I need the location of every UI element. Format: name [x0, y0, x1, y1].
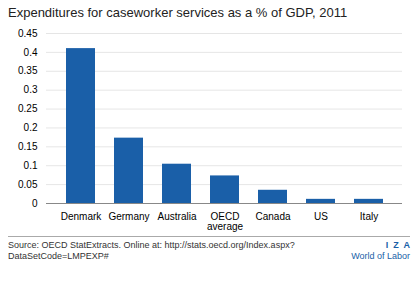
svg-text:0.35: 0.35 [18, 65, 38, 76]
svg-text:Denmark: Denmark [61, 211, 103, 222]
svg-text:0.2: 0.2 [24, 122, 38, 133]
html-text:World of Labor: World of Labor [351, 251, 410, 261]
svg-text:US: US [314, 211, 328, 222]
svg-text:Germany: Germany [108, 211, 149, 222]
html-text:I Z A: I Z A [385, 240, 410, 250]
svg-text:0: 0 [32, 198, 38, 209]
svg-text:0.15: 0.15 [18, 141, 38, 152]
svg-text:0.1: 0.1 [24, 160, 38, 171]
html-text:Source: OECD StatExtracts. Onl: Source: OECD StatExtracts. Online at: ht… [8, 240, 295, 261]
svg-text:0.25: 0.25 [18, 103, 38, 114]
svg-text:Australia: Australia [158, 211, 197, 222]
html-text:Expenditures for caseworker se: Expenditures for caseworker services as … [8, 5, 348, 20]
svg-text:0.4: 0.4 [24, 47, 38, 58]
svg-text:0.45: 0.45 [18, 28, 38, 39]
svg-text:0.05: 0.05 [18, 179, 38, 190]
svg-text:Italy: Italy [360, 211, 378, 222]
svg-text:0.3: 0.3 [24, 84, 38, 95]
svg-text:Canada: Canada [255, 211, 290, 222]
svg-text:OECDaverage: OECDaverage [207, 211, 244, 232]
